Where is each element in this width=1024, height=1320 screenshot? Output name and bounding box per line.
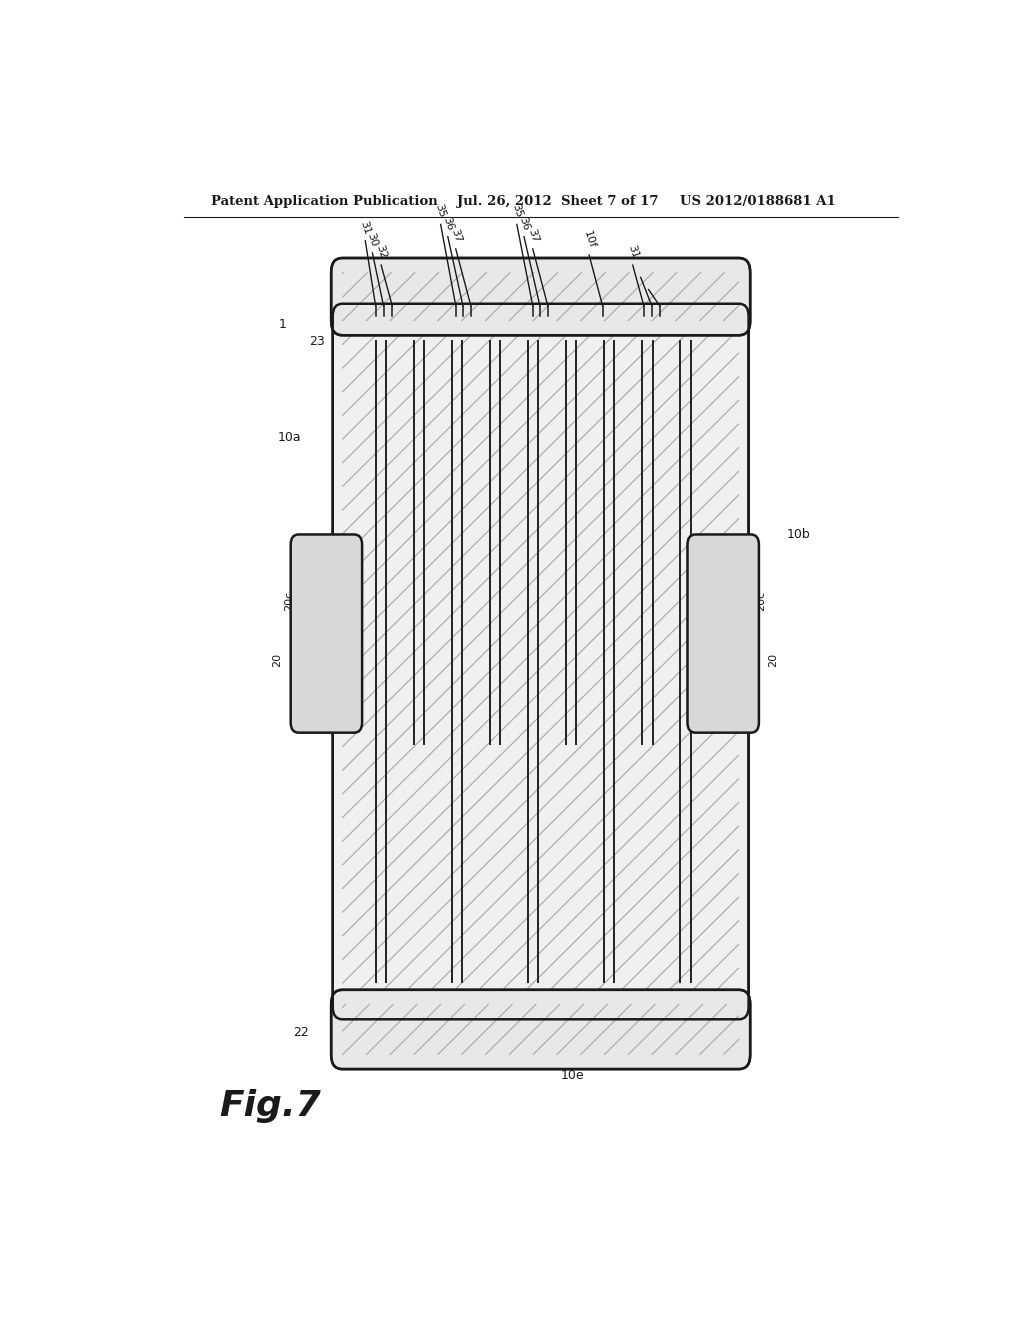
Text: 20c: 20c — [757, 590, 766, 611]
Text: Fig.7: Fig.7 — [219, 1089, 321, 1123]
Text: 20b: 20b — [744, 590, 755, 611]
FancyBboxPatch shape — [291, 535, 362, 733]
Text: 20b: 20b — [296, 590, 306, 611]
Text: 20: 20 — [272, 652, 283, 667]
Text: 10b: 10b — [786, 528, 810, 541]
Text: 10e: 10e — [560, 1069, 585, 1081]
FancyBboxPatch shape — [331, 990, 751, 1069]
Text: 31: 31 — [358, 219, 372, 236]
Text: 30: 30 — [366, 231, 379, 248]
Text: 22: 22 — [293, 1026, 309, 1039]
FancyBboxPatch shape — [687, 535, 759, 733]
Text: 30: 30 — [634, 256, 647, 272]
Text: 31: 31 — [626, 244, 640, 260]
Text: Jul. 26, 2012  Sheet 7 of 17: Jul. 26, 2012 Sheet 7 of 17 — [458, 194, 658, 207]
Text: 36: 36 — [441, 215, 455, 231]
Text: 36: 36 — [517, 215, 530, 231]
FancyBboxPatch shape — [331, 257, 751, 335]
Text: 20c: 20c — [284, 590, 294, 611]
Text: 32: 32 — [642, 268, 655, 284]
Text: 35: 35 — [434, 203, 447, 219]
Text: 20: 20 — [768, 652, 778, 667]
Text: Patent Application Publication: Patent Application Publication — [211, 194, 438, 207]
Text: 23: 23 — [309, 335, 325, 348]
Text: 1: 1 — [279, 318, 287, 330]
Text: 10f: 10f — [582, 230, 597, 249]
Text: 32: 32 — [374, 243, 388, 260]
FancyBboxPatch shape — [333, 304, 749, 1019]
Text: 37: 37 — [525, 227, 540, 244]
Text: 10a: 10a — [278, 432, 301, 445]
Text: 37: 37 — [449, 227, 463, 244]
Text: 20a: 20a — [307, 590, 317, 611]
Text: US 2012/0188681 A1: US 2012/0188681 A1 — [680, 194, 836, 207]
Text: 20a: 20a — [732, 590, 742, 611]
Text: 35: 35 — [510, 203, 524, 219]
